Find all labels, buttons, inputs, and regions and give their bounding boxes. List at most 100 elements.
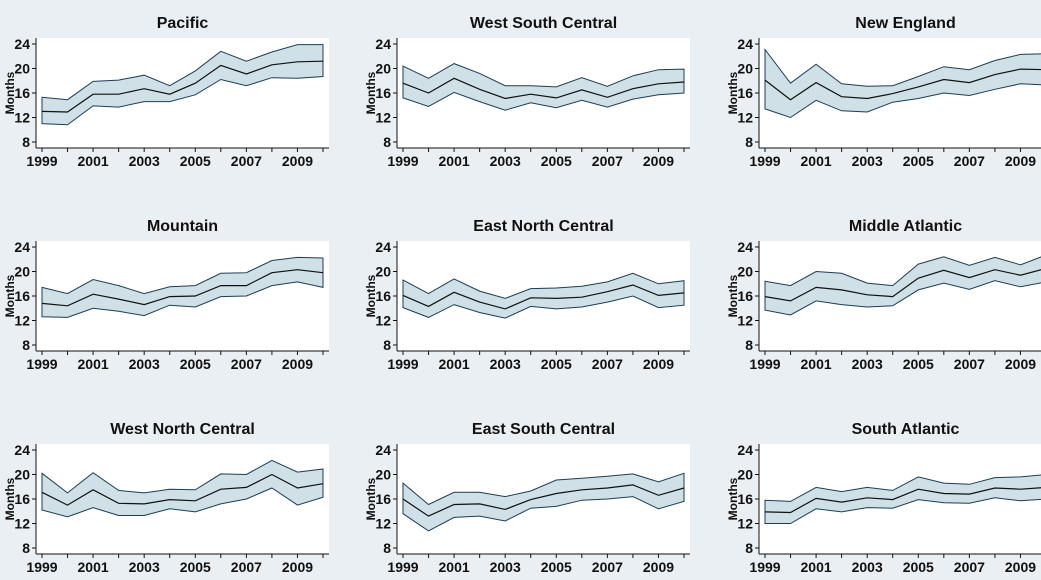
- confidence-band: [41, 256, 324, 318]
- y-tick-label: 8: [22, 337, 30, 353]
- panel-title: Pacific: [157, 15, 209, 32]
- x-tick-label: 2009: [1005, 153, 1036, 169]
- y-tick-label: 24: [375, 36, 391, 52]
- y-tick-label: 12: [14, 516, 30, 532]
- y-axis-title: Months: [364, 71, 378, 114]
- y-tick-label: 16: [375, 491, 391, 507]
- x-tick-label: 2009: [1005, 356, 1036, 372]
- y-axis-title: Months: [726, 274, 740, 317]
- x-tick-label: 2001: [801, 356, 832, 372]
- x-tick-label: 2007: [231, 559, 262, 575]
- mean-line: [41, 60, 324, 113]
- x-tick-label: 2005: [541, 153, 572, 169]
- y-tick-label: 24: [375, 442, 391, 458]
- y-tick-label: 20: [375, 61, 391, 77]
- x-tick-label: 2003: [490, 153, 521, 169]
- x-tick-label: 1999: [749, 559, 780, 575]
- x-tick-label: 2009: [282, 153, 313, 169]
- y-tick-label: 20: [14, 61, 30, 77]
- y-tick-label: 16: [375, 85, 391, 101]
- y-tick-label: 16: [737, 288, 753, 304]
- mean-line: [41, 473, 324, 506]
- x-tick-label: 1999: [26, 356, 57, 372]
- y-tick-label: 16: [375, 288, 391, 304]
- x-tick-label: 2009: [1005, 559, 1036, 575]
- y-tick-label: 8: [383, 337, 391, 353]
- y-tick-label: 20: [14, 467, 30, 483]
- x-tick-label: 2005: [541, 356, 572, 372]
- mean-line: [764, 68, 1041, 101]
- x-tick-label: 2009: [282, 559, 313, 575]
- y-tick-label: 12: [737, 110, 753, 126]
- confidence-band: [764, 256, 1041, 316]
- x-tick-label: 2007: [231, 356, 262, 372]
- y-tick-label: 8: [383, 134, 391, 150]
- x-tick-label: 2007: [954, 559, 985, 575]
- x-tick-label: 2009: [643, 559, 674, 575]
- confidence-band: [764, 48, 1041, 119]
- x-tick-label: 2007: [592, 559, 623, 575]
- y-tick-label: 16: [14, 85, 30, 101]
- y-tick-label: 24: [737, 239, 753, 255]
- y-tick-label: 20: [737, 467, 753, 483]
- y-tick-label: 12: [375, 313, 391, 329]
- y-tick-label: 12: [375, 110, 391, 126]
- x-tick-label: 2001: [801, 559, 832, 575]
- x-tick-label: 2005: [903, 559, 934, 575]
- x-tick-label: 2001: [439, 153, 470, 169]
- x-tick-label: 2007: [592, 356, 623, 372]
- y-axis-title: Months: [3, 274, 17, 317]
- x-tick-label: 2003: [490, 559, 521, 575]
- x-tick-label: 2001: [78, 356, 109, 372]
- y-tick-label: 20: [375, 264, 391, 280]
- y-tick-label: 20: [14, 264, 30, 280]
- x-tick-label: 2007: [592, 153, 623, 169]
- x-tick-label: 2003: [852, 356, 883, 372]
- panel: New England 8 12 16 20 24 1999 2001 2003 2005 2007…: [726, 15, 1041, 169]
- mean-line: [764, 487, 1041, 514]
- x-tick-label: 2009: [643, 356, 674, 372]
- panel: Middle Atlantic 8 12 16 20 24 1999 2001 2003 2005…: [726, 218, 1041, 372]
- x-tick-label: 2005: [903, 356, 934, 372]
- y-tick-label: 12: [737, 516, 753, 532]
- panel: East North Central 8 12 16 20 24 1999 2001 2003 2…: [364, 218, 690, 372]
- y-tick-label: 20: [375, 467, 391, 483]
- x-tick-label: 2003: [129, 356, 160, 372]
- x-tick-label: 2001: [439, 356, 470, 372]
- confidence-band: [764, 474, 1041, 524]
- confidence-band: [41, 44, 324, 126]
- y-tick-label: 12: [14, 110, 30, 126]
- x-tick-label: 1999: [387, 356, 418, 372]
- y-tick-label: 8: [22, 540, 30, 556]
- y-tick-label: 12: [737, 313, 753, 329]
- y-tick-label: 24: [14, 442, 30, 458]
- x-tick-label: 2003: [852, 153, 883, 169]
- x-tick-label: 2001: [801, 153, 832, 169]
- y-tick-label: 24: [737, 442, 753, 458]
- y-tick-label: 24: [375, 239, 391, 255]
- panel-title: New England: [855, 15, 955, 32]
- x-tick-label: 2007: [231, 153, 262, 169]
- panel: West South Central 8 12 16 20 24 1999 2001 2003 2…: [364, 15, 690, 169]
- x-tick-label: 2003: [852, 559, 883, 575]
- y-axis-title: Months: [3, 477, 17, 520]
- y-axis-title: Months: [3, 71, 17, 114]
- panel: West North Central 8 12 16 20 24 1999 2001 2003 2…: [3, 421, 329, 575]
- y-tick-label: 12: [375, 516, 391, 532]
- confidence-band: [41, 459, 324, 518]
- x-tick-label: 2007: [954, 356, 985, 372]
- panel-title: Middle Atlantic: [849, 218, 962, 235]
- x-tick-label: 2005: [541, 559, 572, 575]
- mean-line: [402, 284, 685, 310]
- panel-title: West South Central: [470, 15, 617, 32]
- x-tick-label: 1999: [749, 153, 780, 169]
- y-axis-title: Months: [364, 274, 378, 317]
- y-axis-title: Months: [364, 477, 378, 520]
- y-tick-label: 24: [14, 36, 30, 52]
- panel-grid: Pacific 8 12 16 20 24 1999 2001 2003 2005 2007 2009…: [3, 15, 1041, 575]
- x-tick-label: 2001: [78, 153, 109, 169]
- x-tick-label: 2007: [954, 153, 985, 169]
- x-tick-label: 1999: [26, 153, 57, 169]
- y-axis-title: Months: [726, 477, 740, 520]
